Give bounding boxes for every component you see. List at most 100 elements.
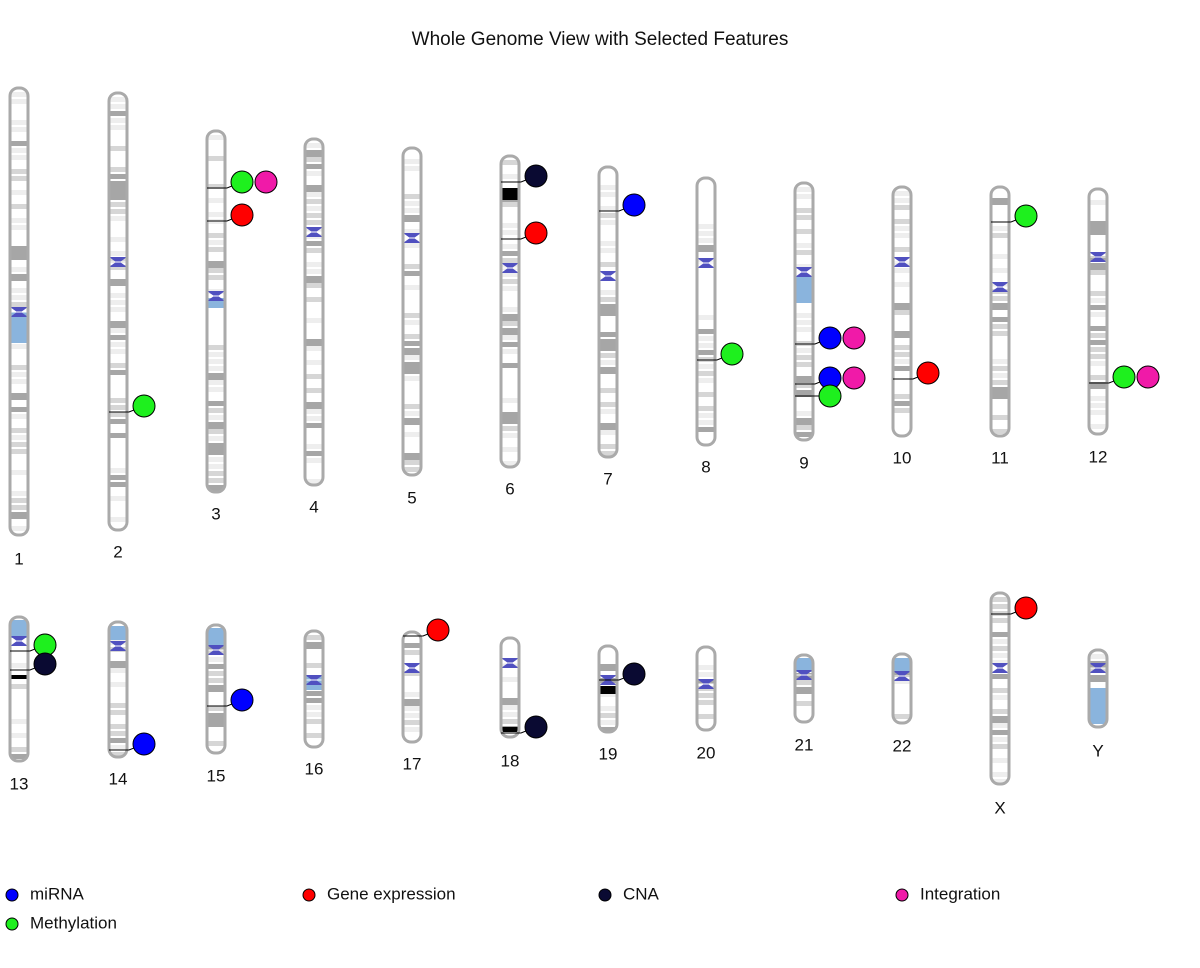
band (109, 419, 127, 424)
band (501, 321, 519, 326)
band (991, 310, 1009, 315)
bands (893, 654, 911, 723)
band (501, 363, 519, 368)
band (795, 355, 813, 360)
band (10, 484, 28, 489)
band (501, 223, 519, 228)
band (403, 713, 421, 718)
band (10, 113, 28, 118)
band (305, 663, 323, 668)
band (305, 670, 323, 675)
band (305, 297, 323, 302)
band (599, 318, 617, 323)
band (599, 437, 617, 442)
band (305, 367, 323, 372)
band (795, 306, 813, 311)
band (991, 247, 1009, 252)
chromosome (205, 623, 227, 755)
legend-label: Integration (920, 884, 1000, 903)
band (403, 243, 421, 248)
band (501, 349, 519, 354)
feature-dot (33, 652, 57, 676)
outline (891, 652, 913, 725)
band (403, 369, 421, 374)
band (305, 353, 323, 358)
band (109, 696, 127, 701)
band (207, 275, 225, 280)
band (1089, 410, 1107, 415)
band (109, 475, 127, 480)
band (109, 195, 127, 200)
band (207, 205, 225, 210)
band (10, 267, 28, 272)
band (207, 478, 225, 483)
band (501, 691, 519, 696)
bands (403, 148, 421, 475)
band (403, 685, 421, 690)
band (305, 656, 323, 661)
band (893, 693, 911, 698)
band (207, 394, 225, 399)
chromosome (1087, 187, 1109, 436)
band (207, 429, 225, 434)
band (991, 366, 1009, 371)
band (501, 174, 519, 179)
band (10, 190, 28, 195)
band (109, 174, 127, 179)
band (10, 99, 28, 104)
chromosome (989, 185, 1011, 438)
band (403, 643, 421, 648)
band (10, 127, 28, 132)
band (109, 710, 127, 715)
band (403, 313, 421, 318)
band (109, 139, 127, 144)
band (991, 401, 1009, 406)
band (10, 141, 28, 146)
band (403, 187, 421, 192)
outline (989, 591, 1011, 786)
chromosome-label: X (994, 798, 1005, 817)
band (599, 178, 617, 183)
band (109, 363, 127, 368)
band (697, 665, 715, 670)
band (403, 432, 421, 437)
band (991, 772, 1009, 777)
band (599, 657, 617, 662)
outline (401, 630, 423, 744)
band (501, 342, 519, 347)
band (991, 331, 1009, 336)
band (501, 307, 519, 312)
band (697, 329, 715, 334)
band (207, 678, 225, 683)
legend-dot (302, 888, 316, 902)
chromosome-label: 5 (407, 488, 416, 507)
band (991, 415, 1009, 420)
feature-dot (1136, 365, 1160, 389)
band (109, 104, 127, 109)
band (599, 360, 617, 365)
bands (207, 625, 225, 753)
band (109, 314, 127, 319)
band (403, 159, 421, 164)
band (403, 201, 421, 206)
band (697, 651, 715, 656)
band (207, 748, 225, 753)
band (109, 724, 127, 729)
bands (109, 622, 127, 757)
band (305, 430, 323, 435)
band (10, 740, 28, 745)
band (795, 229, 813, 234)
band (305, 171, 323, 176)
band (207, 471, 225, 476)
band (501, 384, 519, 389)
band (1089, 396, 1107, 401)
band (501, 398, 519, 403)
band (697, 315, 715, 320)
bands (697, 647, 715, 730)
band (207, 366, 225, 371)
band (207, 184, 225, 189)
bands (1089, 189, 1107, 434)
feature-dot (230, 203, 254, 227)
band (599, 220, 617, 225)
band (501, 258, 519, 263)
